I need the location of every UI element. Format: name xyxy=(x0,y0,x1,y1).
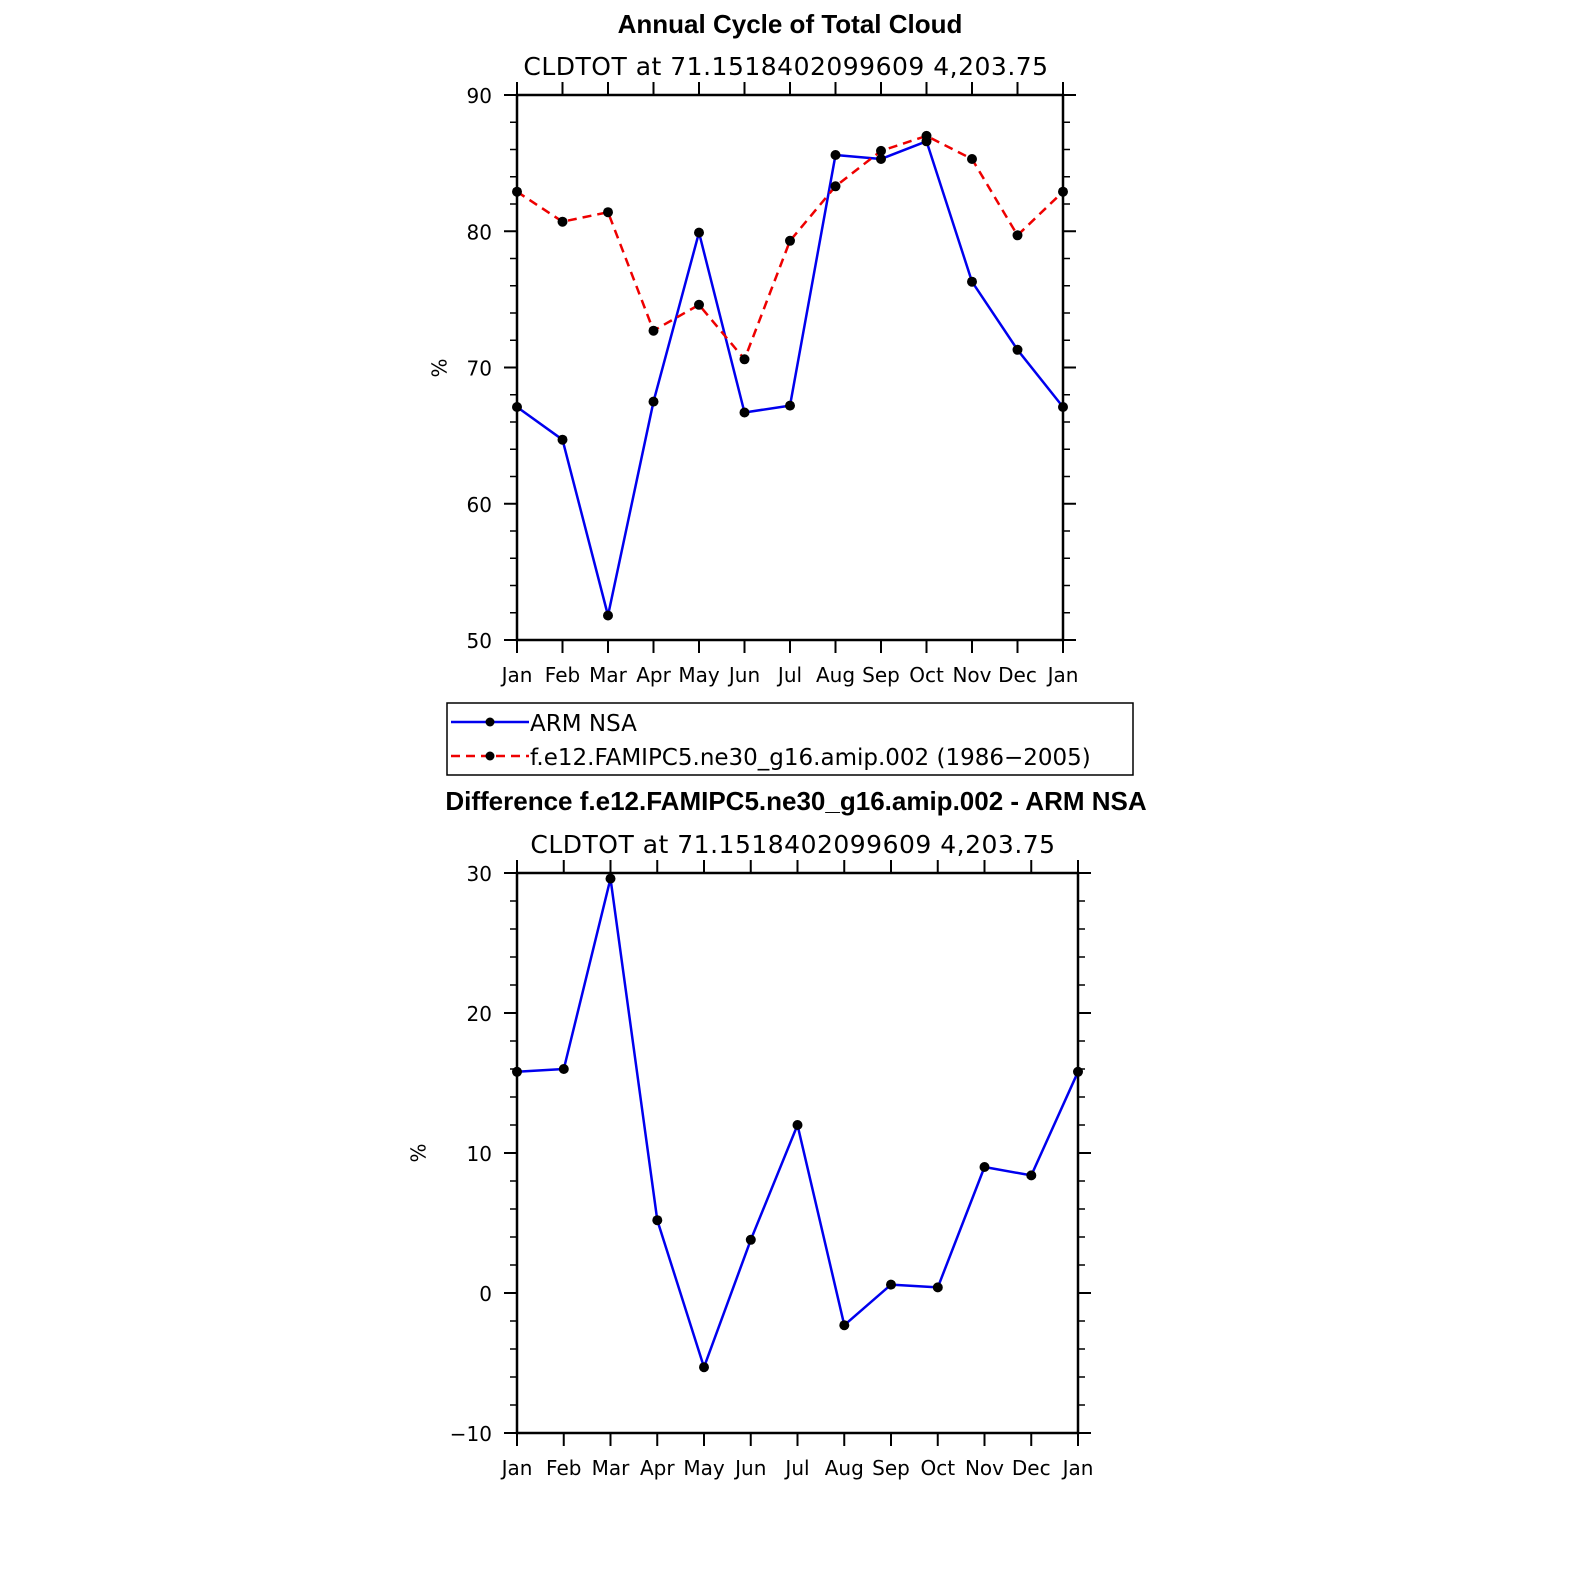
data-point xyxy=(648,396,659,407)
data-point xyxy=(792,1120,803,1130)
data-point xyxy=(512,186,522,197)
data-point xyxy=(830,150,841,160)
chart1-plot-frame xyxy=(515,93,1065,642)
x-tick-label: Mar xyxy=(592,1456,631,1480)
x-tick-label: Jan xyxy=(500,1456,533,1480)
legend-entry-arm: ARM NSA xyxy=(530,711,637,737)
x-tick-label: Jan xyxy=(500,663,533,687)
data-point xyxy=(603,207,613,218)
y-tick-label: −10 xyxy=(450,1422,492,1446)
series-line-model xyxy=(516,134,1064,361)
data-point xyxy=(876,154,886,164)
data-point xyxy=(512,402,522,412)
legend-marker-model xyxy=(485,751,495,761)
data-point xyxy=(512,1066,522,1077)
x-tick-label: Jun xyxy=(727,663,760,687)
data-point xyxy=(1058,402,1068,412)
series-line-arm xyxy=(516,140,1064,617)
data-point xyxy=(605,873,616,884)
chart1-subtitle: CLDTOT at 71.1518402099609 4,203.75 xyxy=(523,52,1048,81)
x-tick-label: Oct xyxy=(920,1456,955,1480)
legend-box xyxy=(446,702,1134,776)
data-point xyxy=(739,407,750,418)
data-point xyxy=(694,299,704,310)
x-tick-label: May xyxy=(678,663,720,687)
x-tick-label: Jul xyxy=(783,1456,809,1480)
chart2-y-axis-label: % xyxy=(407,1143,431,1162)
data-point xyxy=(557,434,568,445)
data-point xyxy=(876,145,886,156)
difference-chart: Difference f.e12.FAMIPC5.ne30_g16.amip.0… xyxy=(407,786,1147,1480)
data-point xyxy=(921,130,932,141)
data-point xyxy=(694,227,704,238)
data-point xyxy=(1058,186,1068,197)
chart1-title: Annual Cycle of Total Cloud xyxy=(618,9,963,39)
data-point xyxy=(557,216,568,227)
x-tick-label: Mar xyxy=(589,663,628,687)
y-tick-label: 60 xyxy=(467,493,492,517)
x-tick-label: Jan xyxy=(1061,1456,1094,1480)
data-point xyxy=(699,1362,709,1373)
chart2-title: Difference f.e12.FAMIPC5.ne30_g16.amip.0… xyxy=(445,786,1147,816)
y-tick-label: 0 xyxy=(479,1282,492,1306)
data-point xyxy=(739,354,750,365)
data-point xyxy=(979,1162,990,1172)
x-tick-label: Apr xyxy=(640,1456,675,1480)
chart2-plot-frame xyxy=(515,871,1080,1435)
x-tick-label: Feb xyxy=(545,663,580,687)
data-point xyxy=(652,1215,663,1226)
x-tick-label: Feb xyxy=(546,1456,581,1480)
data-point xyxy=(1026,1170,1037,1181)
y-tick-label: 10 xyxy=(467,1142,492,1166)
x-tick-label: Sep xyxy=(862,663,900,687)
y-tick-label: 80 xyxy=(467,220,492,244)
data-point xyxy=(932,1282,943,1293)
data-point xyxy=(967,154,977,164)
x-tick-label: Dec xyxy=(1012,1456,1051,1480)
x-tick-label: Nov xyxy=(952,663,991,687)
annual-cycle-chart: Annual Cycle of Total Cloud CLDTOT at 71… xyxy=(428,9,1079,687)
x-tick-label: Jun xyxy=(733,1456,766,1480)
data-point xyxy=(558,1064,569,1074)
data-point xyxy=(1012,230,1023,241)
x-tick-label: Aug xyxy=(816,663,855,687)
chart1-y-axis-label: % xyxy=(428,358,452,377)
data-point xyxy=(830,181,841,192)
data-point xyxy=(839,1320,850,1331)
x-tick-label: Jan xyxy=(1046,663,1079,687)
legend-marker-arm xyxy=(485,717,495,727)
data-point xyxy=(785,235,795,246)
x-tick-label: Nov xyxy=(965,1456,1004,1480)
x-tick-label: Sep xyxy=(872,1456,910,1480)
x-tick-label: Aug xyxy=(825,1456,864,1480)
x-tick-label: Dec xyxy=(998,663,1037,687)
x-tick-label: Jul xyxy=(776,663,802,687)
y-tick-label: 90 xyxy=(467,84,492,108)
x-tick-label: Oct xyxy=(909,663,944,687)
data-point xyxy=(967,276,977,287)
y-tick-label: 20 xyxy=(467,1002,492,1026)
data-point xyxy=(745,1234,756,1245)
data-point xyxy=(648,325,659,336)
data-point xyxy=(1073,1066,1083,1077)
x-tick-label: May xyxy=(683,1456,725,1480)
data-point xyxy=(785,400,795,411)
x-tick-label: Apr xyxy=(636,663,671,687)
legend: ARM NSA f.e12.FAMIPC5.ne30_g16.amip.002 … xyxy=(446,702,1134,776)
legend-entry-model: f.e12.FAMIPC5.ne30_g16.amip.002 (1986−20… xyxy=(530,745,1091,771)
y-tick-label: 70 xyxy=(467,357,492,381)
data-point xyxy=(886,1279,896,1290)
data-point xyxy=(1012,344,1023,355)
y-tick-label: 30 xyxy=(467,862,492,886)
chart2-subtitle: CLDTOT at 71.1518402099609 4,203.75 xyxy=(530,830,1055,859)
y-tick-label: 50 xyxy=(467,629,492,653)
data-point xyxy=(603,610,613,621)
